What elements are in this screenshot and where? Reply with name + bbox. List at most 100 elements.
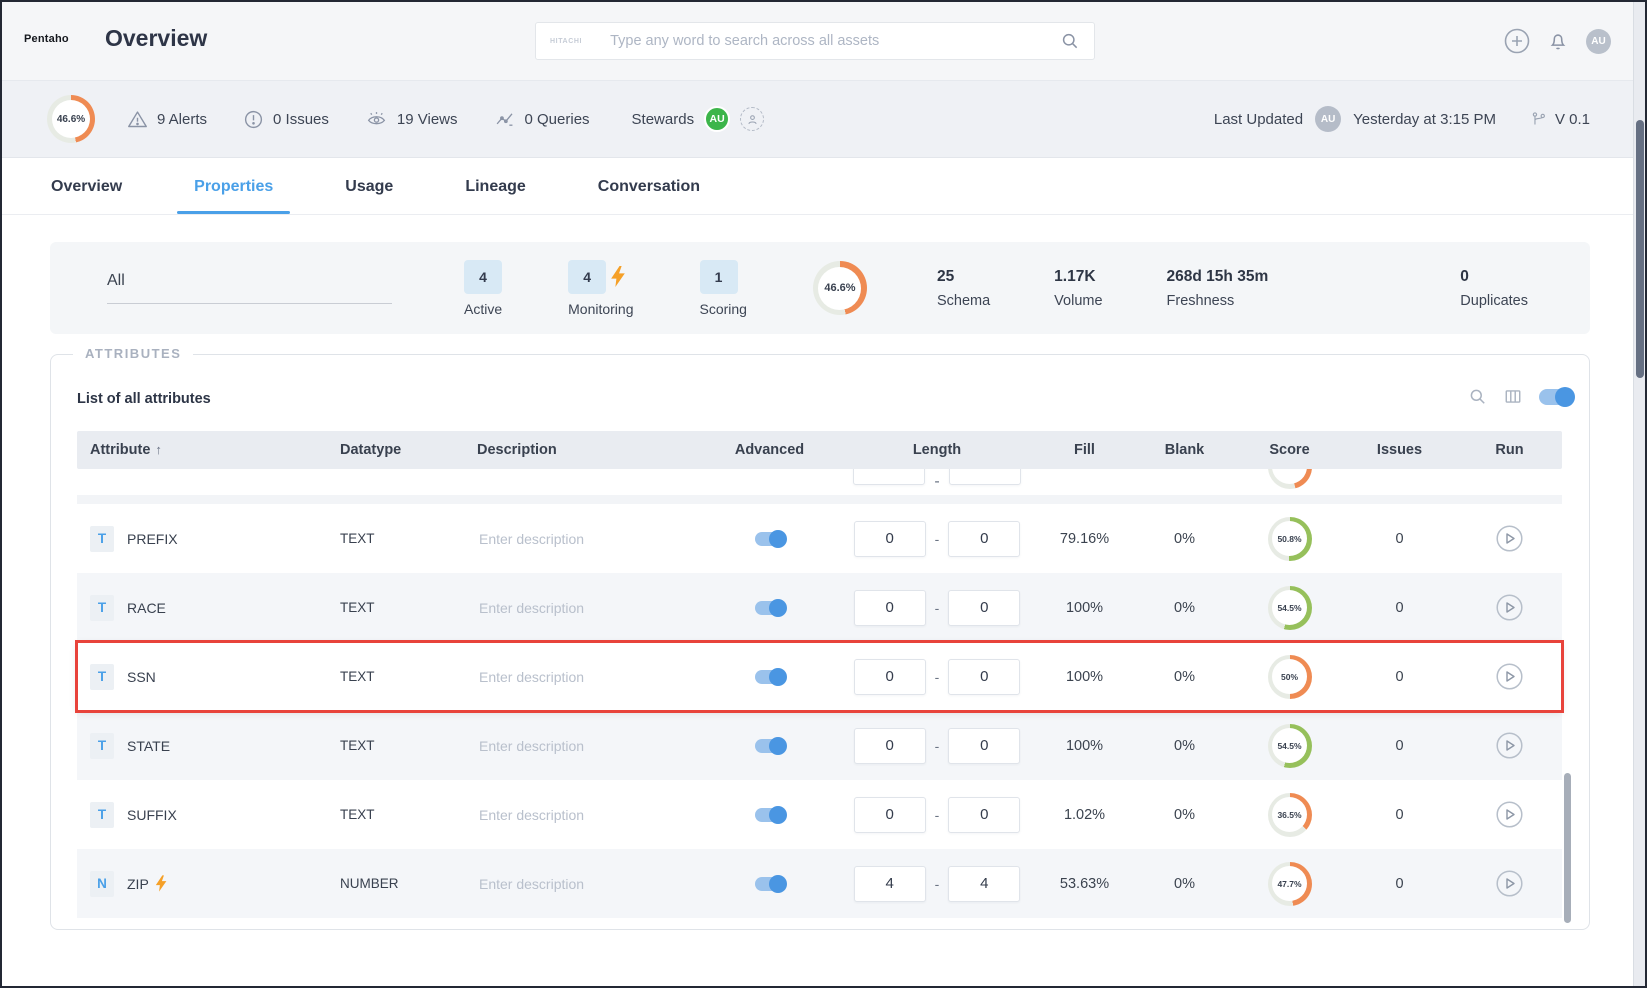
run-button[interactable] xyxy=(1496,525,1523,552)
run-button[interactable] xyxy=(1496,801,1523,828)
volume-metric: 1.17K Volume xyxy=(1054,267,1103,309)
page-title: Overview xyxy=(105,25,208,51)
score-donut: 50% xyxy=(1267,654,1312,699)
header-description: Description xyxy=(477,442,557,458)
length-min-input[interactable] xyxy=(853,589,926,626)
description-input[interactable] xyxy=(477,529,687,548)
monitoring-label: Monitoring xyxy=(568,300,634,317)
advanced-toggle[interactable] xyxy=(754,667,787,686)
table-scrollbar-thumb[interactable] xyxy=(1564,773,1571,923)
run-button[interactable] xyxy=(1496,594,1523,621)
attribute-filter-select[interactable]: All xyxy=(107,272,392,304)
tab-bar: Overview Properties Usage Lineage Conver… xyxy=(2,159,1645,215)
header-advanced: Advanced xyxy=(734,442,805,458)
length-min-input[interactable] xyxy=(853,796,926,833)
length-min-input[interactable] xyxy=(853,658,926,695)
description-input[interactable] xyxy=(477,805,687,824)
run-button[interactable] xyxy=(1496,663,1523,690)
fill-value: 1.02% xyxy=(1063,806,1106,823)
table-search-icon[interactable] xyxy=(1468,387,1487,406)
score-donut: 36.5% xyxy=(1267,792,1312,837)
attributes-title: List of all attributes xyxy=(77,391,211,407)
text-type-icon: T xyxy=(90,663,114,690)
add-icon[interactable] xyxy=(1504,28,1530,54)
advanced-toggle[interactable] xyxy=(754,874,787,893)
last-updated-avatar[interactable]: AU xyxy=(1315,106,1342,132)
length-max-input[interactable] xyxy=(948,727,1021,764)
run-button[interactable] xyxy=(1496,870,1523,897)
stewards-label: Stewards xyxy=(631,110,695,128)
length-max-input[interactable] xyxy=(948,589,1021,626)
duplicates-metric: 0 Duplicates xyxy=(1460,267,1528,309)
version-label: V 0.1 xyxy=(1554,110,1590,128)
lightning-bolt-icon xyxy=(155,875,168,892)
blank-value: 0% xyxy=(1174,599,1195,616)
user-avatar[interactable]: AU xyxy=(1586,28,1611,54)
issues-value: 0 xyxy=(1395,668,1404,685)
run-button[interactable] xyxy=(1496,732,1523,759)
global-search[interactable]: HITACHI xyxy=(535,22,1095,60)
length-min-input[interactable] xyxy=(853,865,926,902)
add-steward-icon[interactable] xyxy=(740,107,765,131)
length-max-input[interactable] xyxy=(948,658,1021,695)
number-type-icon: N xyxy=(90,870,114,897)
attribute-datatype: TEXT xyxy=(340,738,375,753)
length-min-input[interactable] xyxy=(853,727,926,764)
advanced-toggle[interactable] xyxy=(754,598,787,617)
tab-lineage[interactable]: Lineage xyxy=(465,177,526,195)
attributes-table: Attribute ↑ Datatype Description Advanced… xyxy=(75,431,1564,918)
version-group[interactable]: V 0.1 xyxy=(1530,110,1590,129)
active-count: 4 xyxy=(464,259,502,294)
header-blank: Blank xyxy=(1164,442,1205,458)
partial-scrolled-row: - xyxy=(77,469,1562,495)
header-attribute[interactable]: Attribute ↑ xyxy=(90,442,162,458)
attribute-name: PREFIX xyxy=(127,530,178,547)
length-max-input[interactable] xyxy=(948,865,1021,902)
row-divider xyxy=(77,495,1562,504)
length-max-input[interactable] xyxy=(948,796,1021,833)
length-min-input[interactable] xyxy=(853,520,926,557)
page-scrollbar-thumb[interactable] xyxy=(1636,120,1644,378)
tab-properties[interactable]: Properties xyxy=(177,159,291,214)
advanced-toggle[interactable] xyxy=(754,805,787,824)
advanced-toggle[interactable] xyxy=(754,736,787,755)
attributes-view-toggle[interactable] xyxy=(1539,386,1575,407)
tab-usage[interactable]: Usage xyxy=(345,177,394,195)
table-header-row: Attribute ↑ Datatype Description Advanced… xyxy=(77,431,1562,469)
tab-overview[interactable]: Overview xyxy=(51,177,123,195)
blank-value: 0% xyxy=(1174,737,1195,754)
attribute-name: SSN xyxy=(127,668,156,685)
table-row-suffix: T SUFFIX TEXT - 1.02% 0% 36.5% 0 xyxy=(77,780,1562,849)
page-scrollbar[interactable] xyxy=(1633,2,1645,986)
header-run: Run xyxy=(1495,442,1524,458)
description-input[interactable] xyxy=(477,874,687,893)
search-input[interactable] xyxy=(608,32,1060,50)
notifications-bell-icon[interactable] xyxy=(1547,29,1569,53)
monitoring-count: 4 xyxy=(568,259,607,294)
columns-icon[interactable] xyxy=(1503,387,1523,406)
attribute-name: STATE xyxy=(127,737,171,754)
steward-avatar[interactable]: AU xyxy=(704,106,731,132)
description-input[interactable] xyxy=(477,736,687,755)
attributes-toolbar xyxy=(1468,386,1575,407)
search-icon[interactable] xyxy=(1060,31,1080,51)
blank-value: 0% xyxy=(1174,530,1195,547)
description-input[interactable] xyxy=(477,667,687,686)
attribute-datatype: TEXT xyxy=(340,669,375,684)
issues-stat: 0 Issues xyxy=(243,109,329,130)
issues-value: 0 xyxy=(1395,737,1404,754)
hitachi-logo: HITACHI xyxy=(550,37,583,45)
text-type-icon: T xyxy=(90,594,114,621)
tab-conversation[interactable]: Conversation xyxy=(597,177,701,195)
blank-value: 0% xyxy=(1174,806,1195,823)
active-label: Active xyxy=(464,300,503,317)
issues-value: 0 xyxy=(1395,599,1404,616)
header-length: Length xyxy=(912,442,962,458)
advanced-toggle[interactable] xyxy=(754,529,787,548)
summary-card: All 4 Active 4 Monitoring 1 Scoring 46.6… xyxy=(50,242,1590,334)
attribute-datatype: TEXT xyxy=(340,531,375,546)
attribute-datatype: TEXT xyxy=(340,807,375,822)
description-input[interactable] xyxy=(477,598,687,617)
length-max-input[interactable] xyxy=(948,520,1021,557)
